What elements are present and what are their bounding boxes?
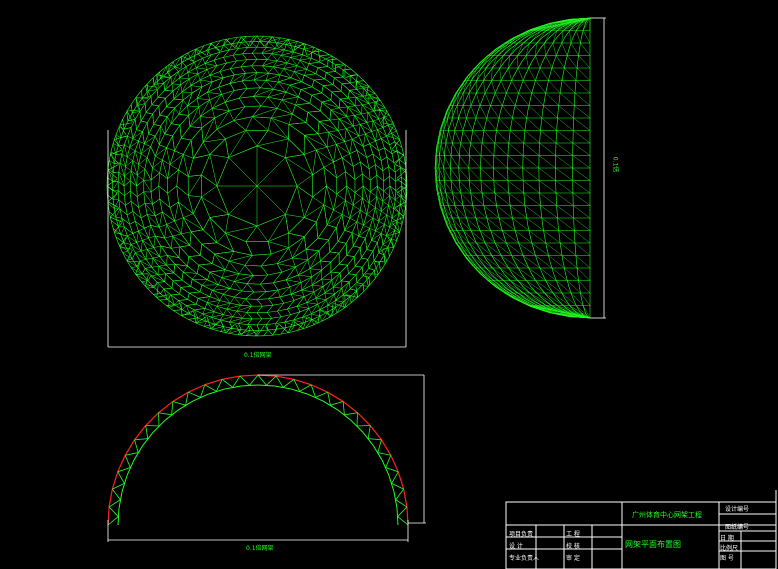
tb-right-3: 日 期	[720, 535, 734, 542]
title-block	[505, 490, 777, 569]
dome-plan-view	[106, 35, 408, 337]
tb-role-1: 设 计	[509, 543, 523, 550]
dome-side-view	[434, 17, 591, 319]
arch-dimension-label: 0.1倍网架	[246, 545, 274, 552]
arch-dimension-lines	[107, 374, 426, 542]
tb-right-0: 设计编号	[725, 506, 750, 513]
plan-dimension-label: 0.1倍网架	[244, 352, 272, 359]
side-dimension-label: 0.1倍	[611, 156, 619, 173]
arch-section-view	[107, 374, 409, 526]
tb-right-4: 比例尺	[720, 545, 739, 552]
tb-col2-0: 工 程	[566, 531, 580, 538]
tb-col2-2: 审 定	[566, 555, 580, 562]
tb-col2-1: 校 核	[566, 543, 580, 550]
plan-dimension-lines	[107, 130, 407, 348]
tb-role-0: 项目负责	[509, 531, 534, 538]
side-dimension-lines	[590, 17, 606, 319]
tb-right-5: 图 号	[720, 555, 734, 562]
tb-right-2: 图纸编号	[725, 524, 750, 531]
drawing-title: 网架平面布置图	[625, 540, 681, 549]
tb-role-2: 专业负责人	[509, 555, 540, 562]
project-name: 广州体育中心网架工程	[632, 511, 702, 519]
